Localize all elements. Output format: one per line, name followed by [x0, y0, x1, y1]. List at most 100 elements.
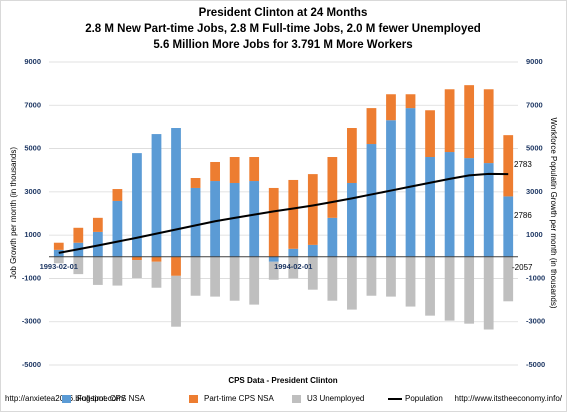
- bar: [132, 256, 142, 261]
- bar: [210, 256, 220, 297]
- y-tick-label: -1000: [22, 273, 41, 282]
- y2-tick-label: 3000: [526, 187, 543, 196]
- bar: [386, 94, 396, 121]
- bar: [347, 256, 357, 310]
- y2-tick-label: -3000: [526, 317, 545, 326]
- bar: [503, 256, 514, 302]
- x-tick-label: 1993-02-01: [40, 262, 78, 271]
- legend-label: Population: [405, 394, 443, 403]
- bar: [405, 256, 416, 307]
- chart-title: 2.8 M New Part-time Jobs, 2.8 M Full-tim…: [85, 23, 481, 35]
- bar: [190, 178, 201, 188]
- y-tick-label: 3000: [24, 187, 41, 196]
- bar: [288, 256, 299, 279]
- legend-swatch: [62, 395, 71, 403]
- bar: [171, 128, 181, 257]
- bar: [249, 256, 260, 305]
- bar: [327, 157, 338, 218]
- y-tick-label: 9000: [24, 57, 41, 66]
- bar: [53, 256, 64, 264]
- y-axis-title: Job Growth per month (in thousands): [9, 147, 18, 279]
- bar: [444, 89, 455, 153]
- legend-label: U3 Unemployed: [307, 394, 364, 403]
- bar: [366, 108, 377, 145]
- bar: [73, 227, 84, 243]
- bar: [366, 256, 377, 296]
- bar: [464, 85, 475, 159]
- bar: [112, 256, 123, 286]
- bar: [268, 256, 279, 262]
- bar: [229, 182, 240, 257]
- legend-label: Full-time CPS NSA: [77, 394, 146, 403]
- y-tick-label: 5000: [24, 144, 41, 153]
- bar: [268, 261, 279, 280]
- bar: [327, 217, 338, 257]
- y2-tick-label: -1000: [526, 273, 545, 282]
- chart-title: 5.6 Million More Jobs for 3.791 M More W…: [153, 39, 412, 51]
- bar: [132, 260, 142, 278]
- bar: [444, 256, 455, 321]
- bar: [268, 187, 279, 257]
- y2-axis-title: Workforce Populatin Growth per month (in…: [549, 117, 558, 308]
- bar: [386, 256, 396, 297]
- legend-label: Part-time CPS NSA: [204, 394, 274, 403]
- bar: [132, 153, 142, 257]
- bar: [307, 256, 318, 290]
- bar: [190, 187, 201, 257]
- bar: [347, 128, 357, 183]
- bar: [112, 189, 123, 201]
- bar: [171, 275, 181, 327]
- bar: [464, 256, 475, 324]
- legend-swatch: [292, 395, 301, 403]
- annotation: -2057: [512, 263, 533, 272]
- bar: [307, 174, 318, 245]
- bar: [386, 120, 396, 257]
- bar: [405, 108, 416, 257]
- bar: [92, 256, 103, 285]
- bar: [425, 157, 435, 257]
- bar: [53, 249, 64, 257]
- bar: [229, 256, 240, 301]
- bar: [503, 196, 514, 257]
- bar: [151, 134, 162, 257]
- bar: [425, 110, 435, 158]
- y2-tick-label: 1000: [526, 230, 543, 239]
- bar: [405, 94, 416, 109]
- bar: [288, 179, 299, 249]
- bar: [190, 256, 201, 296]
- bar: [229, 157, 240, 183]
- chart-title: President Clinton at 24 Months: [199, 7, 368, 19]
- bar: [210, 181, 220, 257]
- bar: [307, 244, 318, 257]
- bar: [249, 157, 260, 182]
- annotation: 2786: [514, 211, 532, 220]
- y-tick-label: -5000: [22, 360, 41, 369]
- x-tick-label: 1994-02-01: [274, 262, 312, 271]
- bar: [151, 261, 162, 288]
- y-tick-label: 1000: [24, 230, 41, 239]
- bar: [288, 248, 299, 257]
- bar: [483, 89, 494, 164]
- bar: [151, 256, 162, 262]
- bar: [112, 200, 123, 257]
- bar: [483, 256, 494, 330]
- bar: [92, 217, 103, 232]
- y2-tick-label: 7000: [526, 100, 543, 109]
- y-tick-label: -3000: [22, 317, 41, 326]
- bar: [171, 256, 181, 276]
- bar: [444, 152, 455, 257]
- bar: [503, 135, 514, 197]
- bar: [425, 256, 435, 316]
- y2-tick-label: 9000: [526, 57, 543, 66]
- bar: [366, 144, 377, 257]
- bar: [53, 242, 64, 250]
- legend-swatch: [189, 395, 198, 403]
- bar: [73, 256, 84, 275]
- line: [58, 172, 509, 254]
- bar: [464, 158, 475, 257]
- bar: [327, 256, 338, 301]
- bar: [249, 181, 260, 257]
- y-tick-label: 7000: [24, 100, 41, 109]
- x-axis-title: CPS Data - President Clinton: [228, 376, 337, 385]
